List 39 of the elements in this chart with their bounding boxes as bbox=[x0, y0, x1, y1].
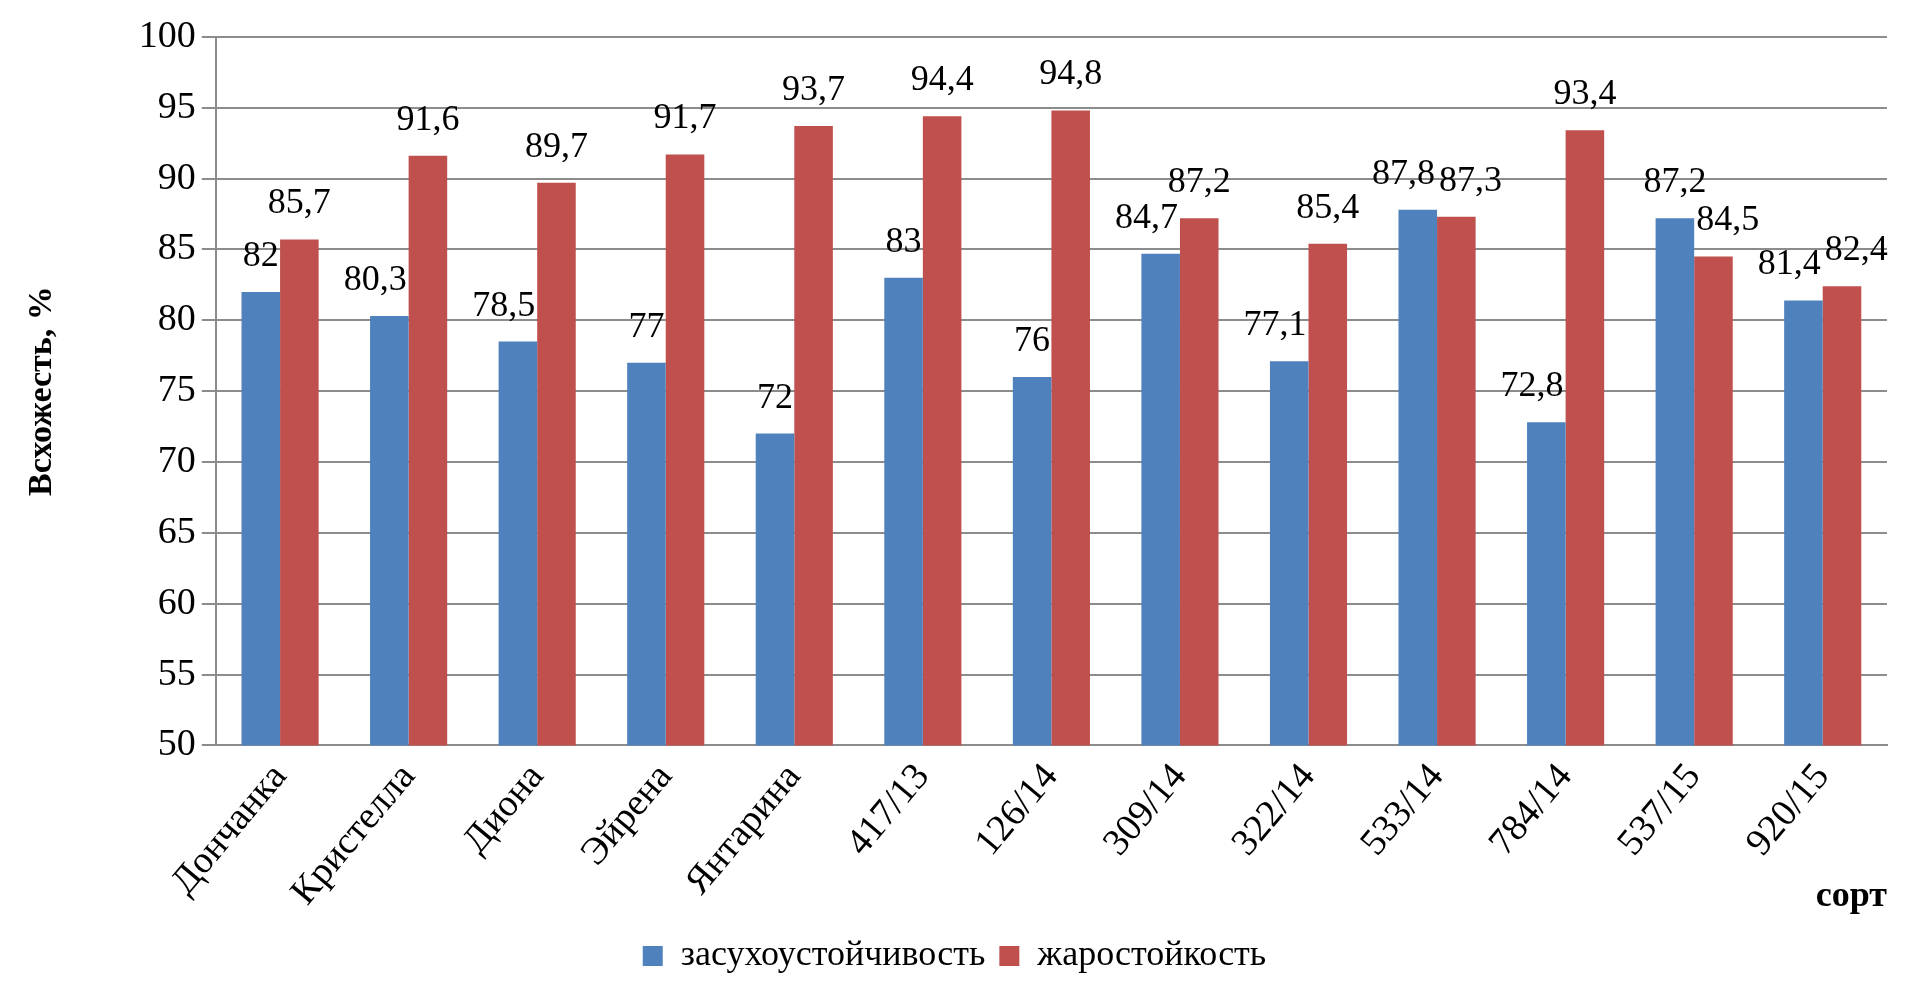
data-label: 94,4 bbox=[910, 58, 974, 99]
data-label: 78,5 bbox=[472, 283, 536, 324]
legend-label: жаростойкость bbox=[1036, 933, 1267, 974]
data-label: 84,5 bbox=[1696, 198, 1760, 239]
data-label: 93,4 bbox=[1553, 72, 1617, 113]
data-label: 80,3 bbox=[343, 257, 407, 298]
x-axis-title: сорт bbox=[1815, 873, 1888, 914]
y-tick-label: 65 bbox=[157, 508, 196, 551]
legend-label: засухоустойчивость bbox=[680, 933, 986, 974]
data-label: 89,7 bbox=[524, 124, 588, 165]
data-label: 85,4 bbox=[1296, 185, 1360, 226]
y-tick-label: 55 bbox=[157, 650, 196, 693]
data-label: 77,1 bbox=[1243, 303, 1307, 344]
data-label: 91,7 bbox=[653, 96, 717, 137]
data-label: 72 bbox=[757, 375, 794, 416]
data-label: 93,7 bbox=[782, 68, 846, 109]
data-label: 83 bbox=[885, 219, 922, 260]
data-label: 82,4 bbox=[1824, 228, 1888, 269]
data-label: 77 bbox=[628, 304, 665, 345]
data-label: 81,4 bbox=[1757, 242, 1821, 283]
y-tick-label: 95 bbox=[157, 83, 196, 126]
y-tick-label: 70 bbox=[157, 437, 196, 480]
data-label: 87,3 bbox=[1439, 158, 1503, 199]
data-label: 91,6 bbox=[396, 97, 460, 138]
data-label: 72,8 bbox=[1500, 364, 1564, 405]
data-label: 87,8 bbox=[1372, 151, 1436, 192]
data-label: 76 bbox=[1014, 318, 1051, 359]
y-tick-label: 100 bbox=[138, 12, 196, 55]
data-label: 87,2 bbox=[1643, 160, 1707, 201]
y-tick-label: 60 bbox=[157, 579, 196, 622]
y-tick-label: 80 bbox=[157, 296, 196, 339]
y-axis-title: Всхожесть, % bbox=[21, 286, 59, 496]
y-tick-label: 90 bbox=[157, 154, 196, 197]
data-label: 85,7 bbox=[267, 181, 331, 222]
data-label: 82 bbox=[242, 233, 279, 274]
y-tick-label: 50 bbox=[157, 721, 196, 764]
y-tick-label: 85 bbox=[157, 225, 196, 268]
data-label: 94,8 bbox=[1039, 52, 1103, 93]
y-tick-label: 75 bbox=[157, 367, 196, 410]
